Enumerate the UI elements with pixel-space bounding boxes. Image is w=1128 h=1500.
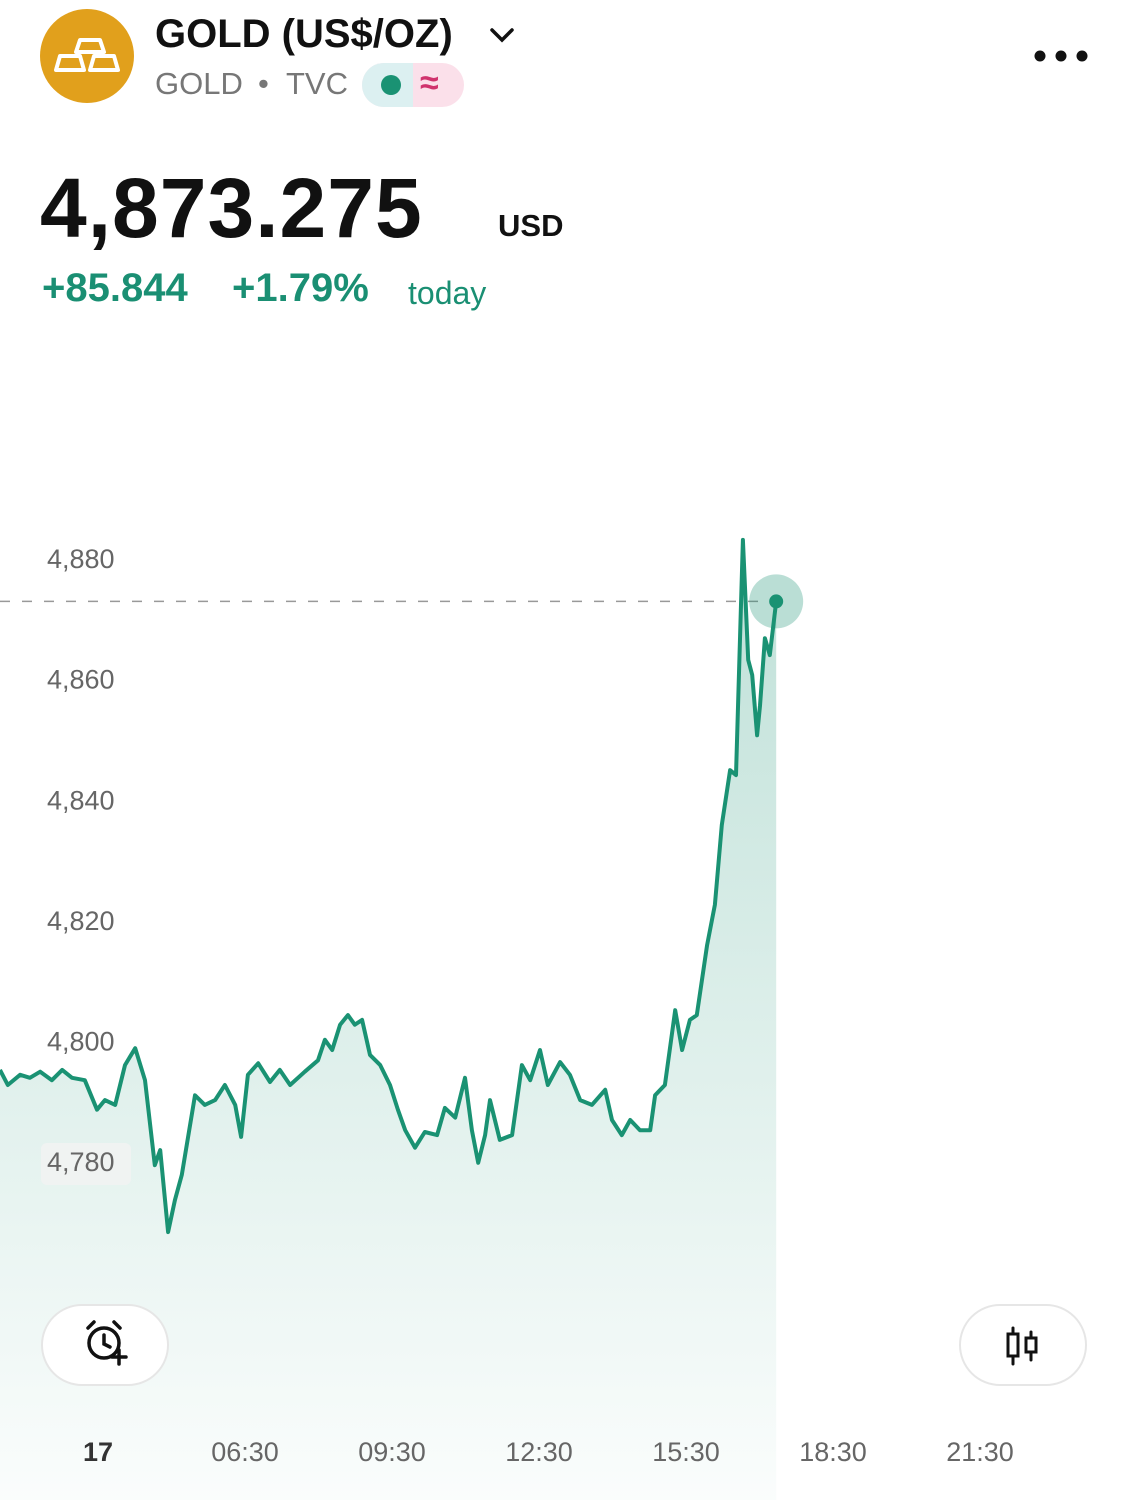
- x-tick-label: 17: [83, 1437, 113, 1467]
- y-tick-label: 4,860: [47, 665, 115, 695]
- y-tick-label: 4,820: [47, 906, 115, 936]
- y-tick-label: 4,880: [47, 544, 115, 574]
- chart-type-button[interactable]: [959, 1304, 1087, 1386]
- header-graphics: [40, 9, 1088, 107]
- exchange: TVC: [286, 66, 348, 101]
- alert-button[interactable]: [41, 1304, 169, 1386]
- y-tick-label: 4,800: [47, 1027, 115, 1057]
- x-tick-label: 09:30: [358, 1437, 426, 1467]
- chart: 4,780 4,800 4,820 4,840 4,860 4,880 17 06:30 09:…: [0, 537, 1087, 1500]
- price-line: [0, 537, 779, 1235]
- x-tick-label: 06:30: [211, 1437, 279, 1467]
- y-tick-label: 4,780: [47, 1147, 115, 1177]
- price: 4,873.275: [40, 161, 423, 255]
- separator: •: [258, 66, 269, 101]
- dropdown-chevron[interactable]: [490, 28, 514, 43]
- y-tick-highlight: [41, 1143, 131, 1185]
- badge-symbol: ≈: [420, 64, 439, 102]
- symbol: GOLD: [155, 66, 243, 101]
- x-tick-label: 18:30: [799, 1437, 867, 1467]
- currency: USD: [498, 208, 564, 243]
- market-open-dot: [381, 75, 401, 95]
- logo-bars: [54, 38, 120, 72]
- more-menu[interactable]: [1034, 50, 1088, 62]
- percent-change: +1.79%: [232, 266, 369, 310]
- last-price-dot: [769, 594, 784, 609]
- y-tick-label: 4,840: [47, 785, 115, 815]
- x-tick-label: 15:30: [652, 1437, 720, 1467]
- period: today: [408, 275, 487, 311]
- logo: [40, 9, 134, 103]
- price-change: +85.844: [42, 266, 188, 310]
- symbol-title[interactable]: GOLD (US$/OZ): [155, 12, 453, 56]
- x-tick-label: 21:30: [946, 1437, 1014, 1467]
- area-fill: [0, 539, 777, 1500]
- x-tick-label: 12:30: [505, 1437, 573, 1467]
